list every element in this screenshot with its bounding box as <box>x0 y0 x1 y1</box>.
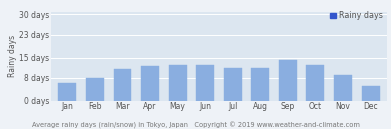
Text: Average rainy days (rain/snow) in Tokyo, Japan   Copyright © 2019 www.weather-an: Average rainy days (rain/snow) in Tokyo,… <box>32 122 359 129</box>
Bar <box>196 65 214 101</box>
Bar <box>224 68 242 101</box>
Bar <box>251 68 269 101</box>
Bar <box>307 65 325 101</box>
Y-axis label: Rainy days: Rainy days <box>8 35 17 77</box>
Legend: Rainy days: Rainy days <box>330 11 383 20</box>
Bar <box>58 83 76 101</box>
Bar <box>141 66 159 101</box>
Bar <box>334 75 352 101</box>
Bar <box>86 78 104 101</box>
Bar <box>169 65 187 101</box>
Bar <box>113 69 131 101</box>
Bar <box>279 60 297 101</box>
Bar <box>362 86 380 101</box>
